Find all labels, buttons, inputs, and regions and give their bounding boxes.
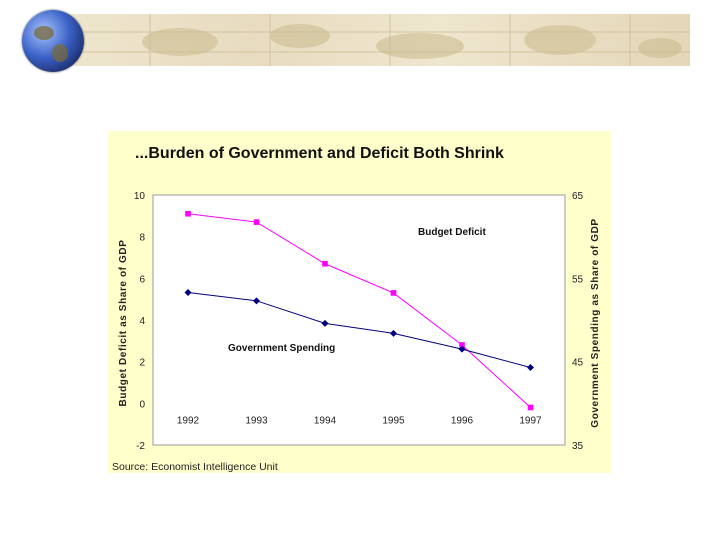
- point-government-spending: [184, 289, 192, 296]
- left-axis-title: Budget Deficit as Share of GDP: [118, 240, 129, 407]
- point-budget-deficit: [390, 290, 397, 296]
- map-decoration: [60, 14, 690, 66]
- x-axis-ticks: 1992 1993 1994 1995 1996 1997: [177, 415, 542, 426]
- chart-panel: ...Burden of Government and Deficit Both…: [108, 131, 611, 473]
- series-label-government-spending: Government Spending: [228, 343, 335, 354]
- left-tick-label: 8: [139, 233, 145, 244]
- series-layer: [184, 210, 534, 411]
- x-tick-label: 1997: [519, 415, 542, 426]
- point-budget-deficit: [322, 260, 328, 267]
- left-tick-label: -2: [136, 441, 145, 452]
- right-axis-title: Government Spending as Share of GDP: [590, 218, 601, 427]
- source-note: Source: Economist Intelligence Unit: [112, 461, 278, 473]
- left-tick-label: 0: [139, 399, 145, 410]
- point-government-spending: [321, 319, 329, 327]
- right-tick-label: 65: [572, 191, 584, 202]
- x-tick-label: 1993: [245, 415, 268, 426]
- series-line-budget-deficit: [187, 213, 531, 408]
- point-government-spending: [527, 364, 534, 371]
- point-budget-deficit: [253, 219, 260, 225]
- left-axis-ticks: 10 8 6 4 2 0 -2: [134, 191, 146, 452]
- point-government-spending: [253, 297, 260, 305]
- left-tick-label: 6: [139, 274, 145, 285]
- x-tick-label: 1994: [314, 415, 337, 426]
- series-label-budget-deficit: Budget Deficit: [418, 227, 486, 238]
- series-line-government-spending: [187, 292, 531, 368]
- plot-area: [152, 194, 566, 446]
- globe-icon: [22, 10, 84, 72]
- chart-title: ...Burden of Government and Deficit Both…: [135, 145, 504, 162]
- right-tick-label: 55: [572, 274, 584, 285]
- left-tick-label: 10: [134, 191, 146, 202]
- x-tick-label: 1995: [382, 415, 405, 426]
- point-budget-deficit: [459, 342, 465, 348]
- point-government-spending: [390, 329, 397, 337]
- point-government-spending: [458, 345, 466, 353]
- right-tick-label: 45: [572, 358, 584, 369]
- left-tick-label: 2: [139, 358, 145, 369]
- x-tick-label: 1996: [451, 415, 474, 426]
- header-map-band: [60, 14, 690, 66]
- right-tick-label: 35: [572, 441, 584, 452]
- x-tick-label: 1992: [177, 415, 200, 426]
- right-axis-ticks: 65 55 45 35: [572, 191, 584, 452]
- point-budget-deficit: [185, 210, 191, 217]
- left-tick-label: 4: [139, 316, 145, 327]
- point-budget-deficit: [527, 404, 534, 411]
